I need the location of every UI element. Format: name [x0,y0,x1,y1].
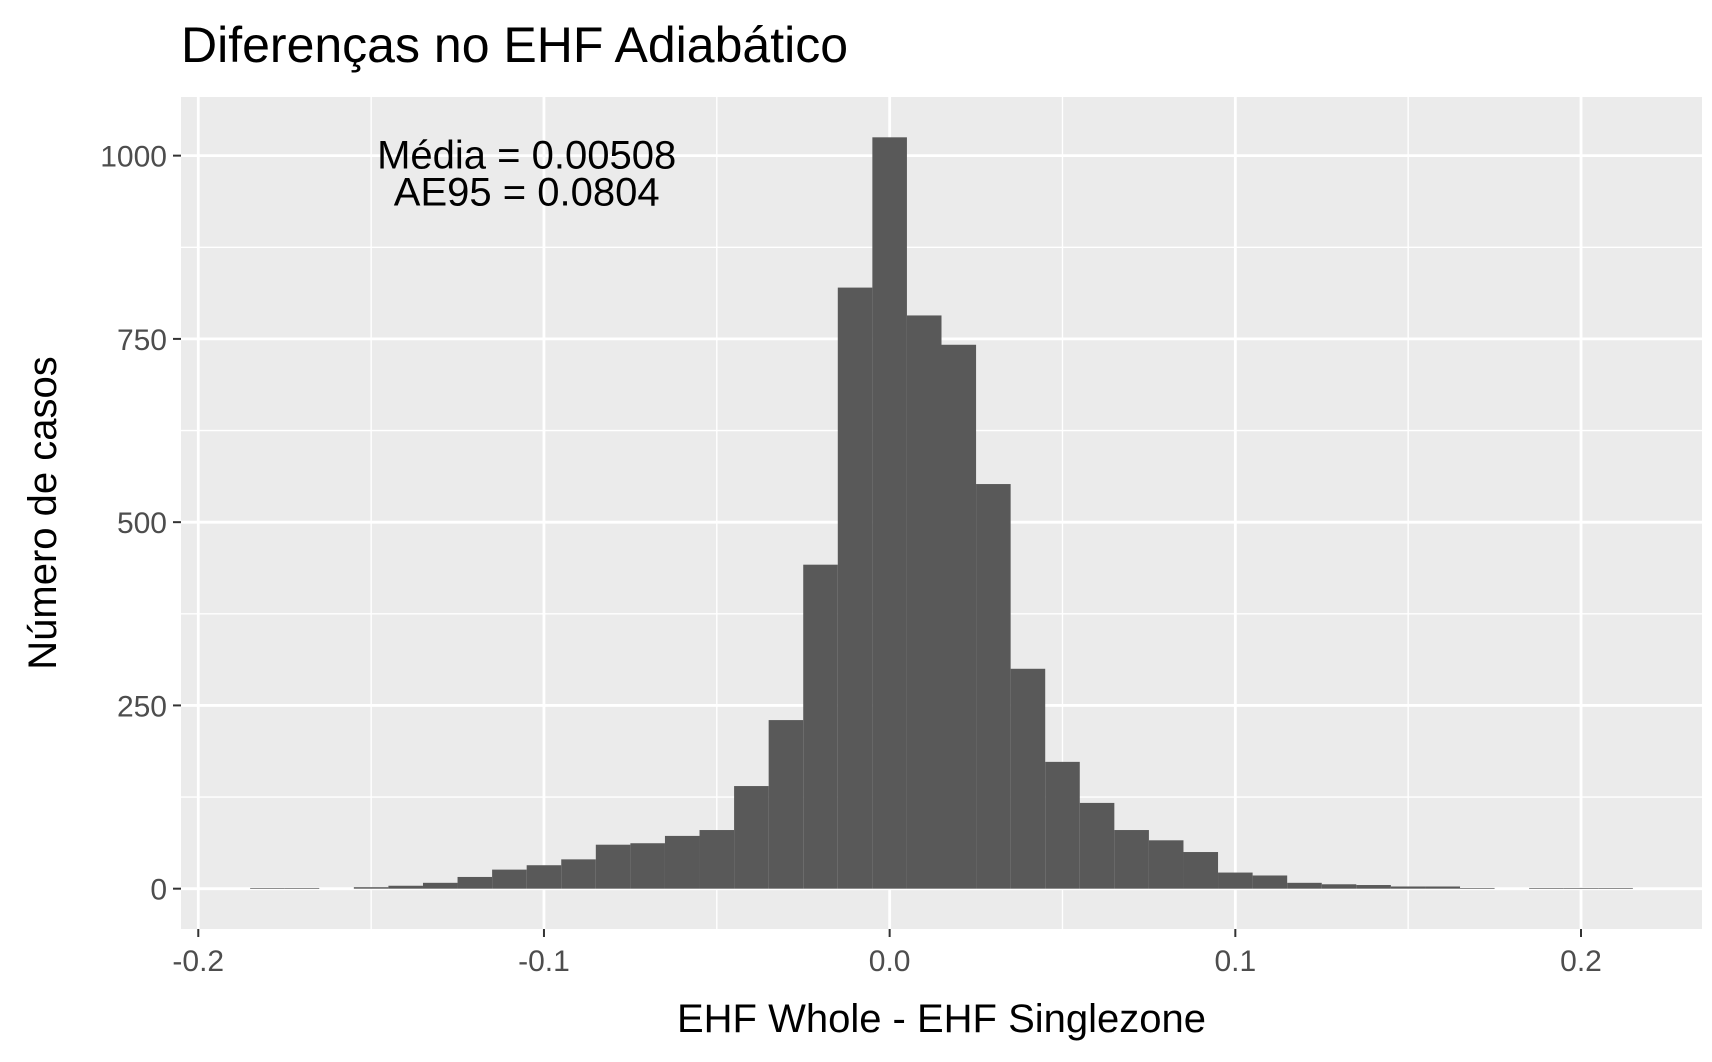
histogram-bar [284,887,320,889]
histogram-bar [803,564,838,889]
histogram-bar [526,865,562,889]
x-tick-label: 0.0 [869,945,911,978]
histogram-bar [976,484,1011,889]
histogram-bar [1425,886,1461,889]
histogram-bar [872,137,907,889]
histogram-bar [1529,887,1564,889]
histogram-bar [561,859,596,889]
histogram-bar [1598,887,1633,889]
histogram-bar [699,830,735,889]
stats-annotation: Média = 0.00508 AE95 = 0.0804 [377,134,676,215]
histogram-bar [388,885,423,889]
histogram-bar [1390,886,1426,889]
histogram-bar [734,786,769,889]
x-axis-title: EHF Whole - EHF Singlezone [677,997,1206,1041]
y-tick-label: 500 [117,507,167,540]
histogram-bar [1218,872,1253,889]
histogram-bar [630,843,665,889]
mean-annotation: Média = 0.00508 [377,134,676,178]
histogram-bar [492,869,527,889]
histogram-bars [250,137,1633,889]
x-tick-label: 0.1 [1214,945,1256,978]
histogram-bar [1114,830,1149,889]
histogram-bar [457,876,493,889]
histogram-bar [837,287,873,889]
histogram-bar [1287,882,1322,889]
histogram-bar [1460,887,1495,889]
y-axis: 0 250 500 750 1000 [100,141,181,907]
histogram-bar [906,315,942,889]
y-tick-label: 250 [117,690,167,723]
x-tick-label: -0.2 [172,945,224,978]
histogram-bar [941,344,977,889]
histogram-bar [353,887,389,889]
y-tick-label: 750 [117,324,167,357]
histogram-bar [595,844,631,889]
histogram-bar [250,887,285,889]
histogram-bar [664,835,700,889]
y-axis-title: Número de casos [21,356,65,669]
histogram-bar [1045,761,1080,889]
x-tick-label: 0.2 [1560,945,1602,978]
ae95-annotation: AE95 = 0.0804 [394,171,660,215]
histogram-bar [768,720,804,889]
y-tick-label: 0 [150,874,167,907]
histogram-bar [1321,884,1357,889]
histogram-bar [422,882,458,889]
y-tick-label: 1000 [100,141,167,174]
histogram-bar [1079,802,1115,889]
histogram-bar [1356,885,1391,889]
histogram-bar [1183,852,1219,889]
histogram-bar [1010,668,1046,889]
histogram-bar [1563,887,1599,889]
x-axis: -0.2 -0.1 0.0 0.1 0.2 [172,929,1602,978]
histogram-bar [1148,840,1184,889]
histogram-bar [1252,875,1288,889]
x-tick-label: -0.1 [518,945,570,978]
chart-title: Diferenças no EHF Adiabático [181,17,848,73]
